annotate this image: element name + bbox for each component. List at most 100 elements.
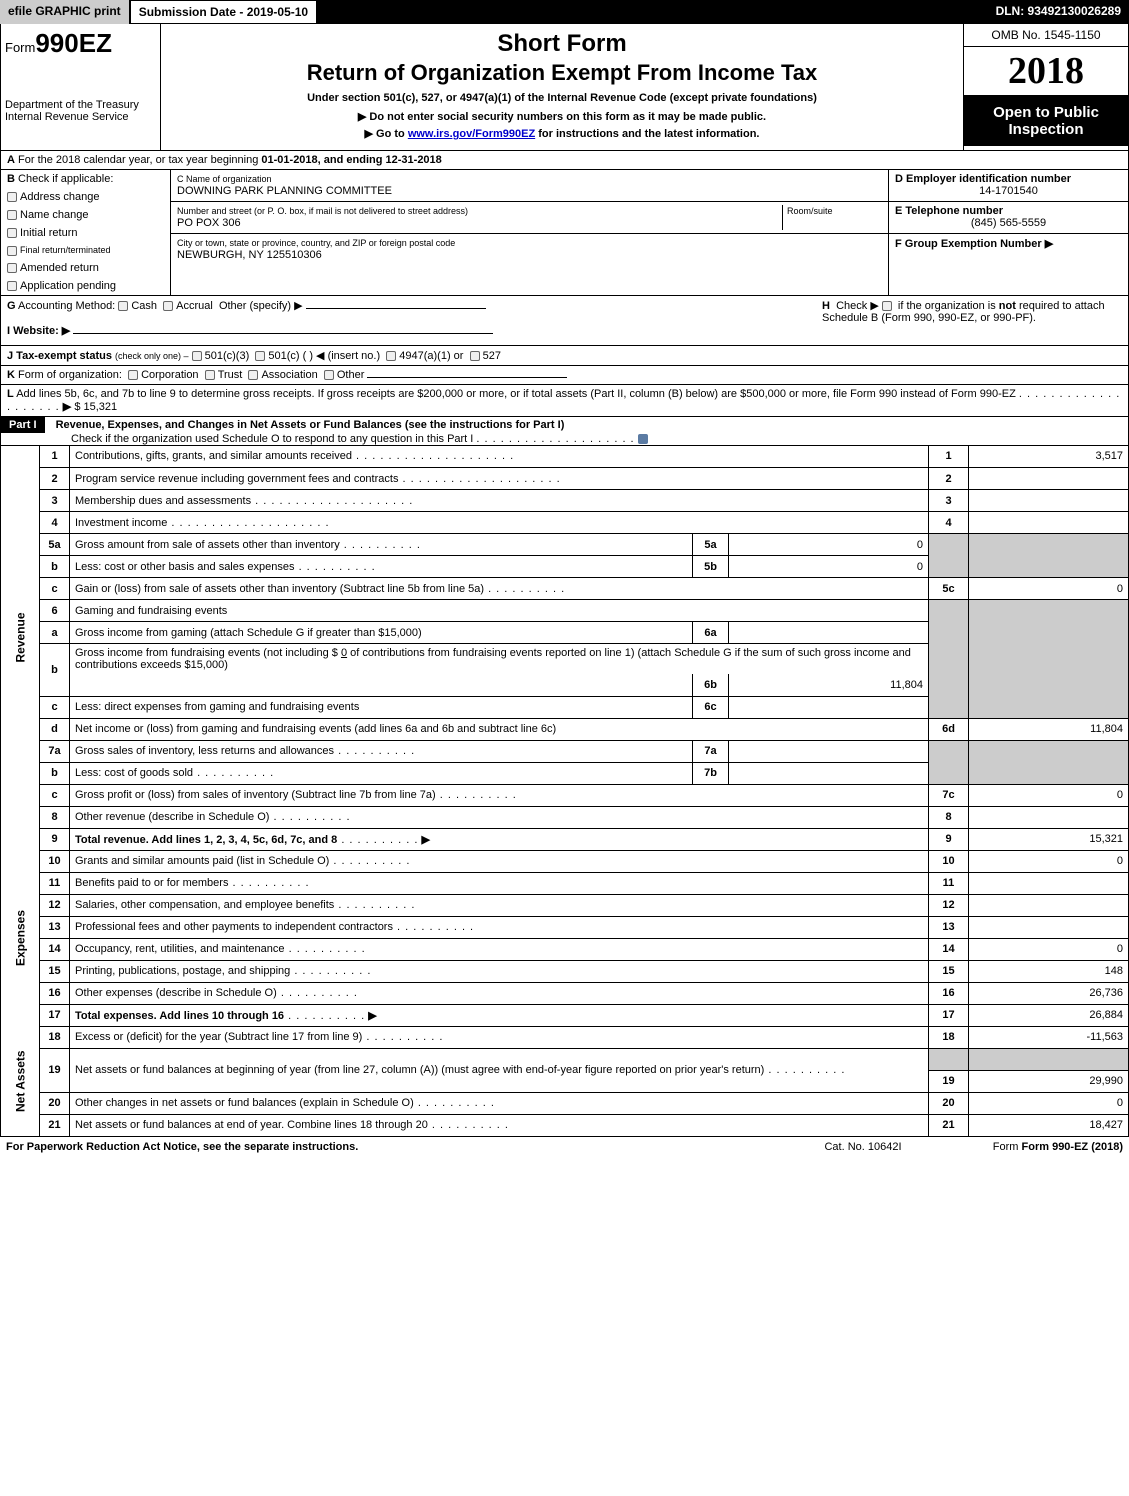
checkbox-accrual[interactable] <box>163 301 173 311</box>
line-7a-subval <box>729 740 929 762</box>
top-bar: efile GRAPHIC print Submission Date - 20… <box>0 0 1129 24</box>
footer-center: Cat. No. 10642I <box>763 1141 963 1153</box>
g-label: G <box>7 300 16 312</box>
part1-label: Part I <box>1 417 45 433</box>
line-3-box: 3 <box>929 490 969 512</box>
omb-number: OMB No. 1545-1150 <box>964 24 1128 47</box>
goto-link[interactable]: www.irs.gov/Form990EZ <box>408 128 535 140</box>
line-10-desc: Grants and similar amounts paid (list in… <box>75 855 329 867</box>
line-2-desc: Program service revenue including govern… <box>75 473 398 485</box>
line-19-1: 19 Net assets or fund balances at beginn… <box>1 1048 1129 1070</box>
line-7c-box: 7c <box>929 784 969 806</box>
line-17-arrow: ▶ <box>368 1010 376 1022</box>
line-14-desc: Occupancy, rent, utilities, and maintena… <box>75 943 285 955</box>
line-12-dots <box>334 899 415 911</box>
j-opt3: 4947(a)(1) or <box>399 350 463 362</box>
line-5a-sub: 5a <box>693 534 729 556</box>
checkbox-amended-return[interactable] <box>7 263 17 273</box>
checkbox-application-pending[interactable] <box>7 281 17 291</box>
line-7a: 7a Gross sales of inventory, less return… <box>1 740 1129 762</box>
checkbox-4947[interactable] <box>386 351 396 361</box>
line-16: 16 Other expenses (describe in Schedule … <box>1 982 1129 1004</box>
line-9-desc: Total revenue. Add lines 1, 2, 3, 4, 5c,… <box>75 834 337 846</box>
part1-title: Revenue, Expenses, and Changes in Net As… <box>48 419 565 431</box>
line-11: 11 Benefits paid to or for members 11 <box>1 872 1129 894</box>
line-7a-desc: Gross sales of inventory, less returns a… <box>75 745 334 757</box>
b-text: Check if applicable: <box>18 173 113 185</box>
checkbox-address-change[interactable] <box>7 192 17 202</box>
revenue-label-end <box>1 828 40 850</box>
k-other-input[interactable] <box>367 377 567 378</box>
line-4-box: 4 <box>929 512 969 534</box>
line-6b-amount: 0 <box>341 647 347 659</box>
city-label: City or town, state or province, country… <box>177 238 455 248</box>
g-accounting: G Accounting Method: Cash Accrual Other … <box>7 299 822 342</box>
ein-value: 14-1701540 <box>895 185 1122 197</box>
k-other: Other <box>337 369 365 381</box>
check-application-pending: Application pending <box>20 280 116 292</box>
k-trust: Trust <box>218 369 243 381</box>
section-a: A For the 2018 calendar year, or tax yea… <box>0 151 1129 170</box>
checkbox-assoc[interactable] <box>248 370 258 380</box>
line-20-dots <box>414 1097 495 1109</box>
checkbox-501c3[interactable] <box>192 351 202 361</box>
j-label: J Tax-exempt status <box>7 350 112 362</box>
open-public-line1: Open to Public <box>993 104 1099 121</box>
checkbox-initial-return[interactable] <box>7 228 17 238</box>
footer-right: Form Form 990-EZ (2018) <box>963 1141 1123 1153</box>
line-20: 20 Other changes in net assets or fund b… <box>1 1092 1129 1114</box>
line-6-num: 6 <box>40 600 70 622</box>
c-name-row: C Name of organization DOWNING PARK PLAN… <box>171 170 888 202</box>
checkbox-schedule-o[interactable] <box>638 434 648 444</box>
g-other-input[interactable] <box>306 308 486 309</box>
line-9-arrow: ▶ <box>421 834 429 846</box>
line-17-box: 17 <box>929 1004 969 1026</box>
checkbox-527[interactable] <box>470 351 480 361</box>
line-13-desc: Professional fees and other payments to … <box>75 921 393 933</box>
line-6c-subval <box>729 696 929 718</box>
website-input[interactable] <box>73 333 493 334</box>
line-12-num: 12 <box>40 894 70 916</box>
dept-treasury: Department of the Treasury <box>5 99 156 111</box>
line-6d: d Net income or (loss) from gaming and f… <box>1 718 1129 740</box>
checkbox-cash[interactable] <box>118 301 128 311</box>
org-name: DOWNING PARK PLANNING COMMITTEE <box>177 185 392 197</box>
checkbox-trust[interactable] <box>205 370 215 380</box>
checkbox-501c[interactable] <box>255 351 265 361</box>
checkbox-other[interactable] <box>324 370 334 380</box>
efile-print-button[interactable]: efile GRAPHIC print <box>0 0 130 24</box>
line-7ab-val-shaded <box>969 740 1129 784</box>
line-6d-num: d <box>40 718 70 740</box>
line-5a-desc: Gross amount from sale of assets other t… <box>75 539 340 551</box>
checkbox-h[interactable] <box>882 301 892 311</box>
line-12-desc: Salaries, other compensation, and employ… <box>75 899 334 911</box>
line-11-val <box>969 872 1129 894</box>
j-opt1: 501(c)(3) <box>205 350 250 362</box>
f-group-row: F Group Exemption Number ▶ <box>889 234 1128 266</box>
checkbox-final-return[interactable] <box>7 246 17 256</box>
line-13-num: 13 <box>40 916 70 938</box>
checkbox-name-change[interactable] <box>7 210 17 220</box>
line-5c: c Gain or (loss) from sale of assets oth… <box>1 578 1129 600</box>
expenses-label: Expenses <box>1 850 40 1026</box>
line-6-val-shaded <box>969 600 1129 719</box>
section-j: J Tax-exempt status (check only one) ‒ 5… <box>0 346 1129 366</box>
h-check-prefix: Check ▶ <box>836 300 879 312</box>
line-16-box: 16 <box>929 982 969 1004</box>
h-label: H <box>822 300 830 312</box>
line-9: 9 Total revenue. Add lines 1, 2, 3, 4, 5… <box>1 828 1129 850</box>
footer-left: For Paperwork Reduction Act Notice, see … <box>6 1141 763 1153</box>
line-5a: 5a Gross amount from sale of assets othe… <box>1 534 1129 556</box>
line-7a-num: 7a <box>40 740 70 762</box>
line-18-val: -11,563 <box>969 1026 1129 1048</box>
checkbox-corp[interactable] <box>128 370 138 380</box>
g-cash: Cash <box>131 300 157 312</box>
city-value: NEWBURGH, NY 125510306 <box>177 249 322 261</box>
header-center: Short Form Return of Organization Exempt… <box>161 24 963 150</box>
entity-center: C Name of organization DOWNING PARK PLAN… <box>171 170 888 295</box>
b-label: B <box>7 173 15 185</box>
line-12-box: 12 <box>929 894 969 916</box>
open-public-line2: Inspection <box>1008 121 1083 138</box>
line-18-num: 18 <box>40 1026 70 1048</box>
line-13-dots <box>393 921 474 933</box>
